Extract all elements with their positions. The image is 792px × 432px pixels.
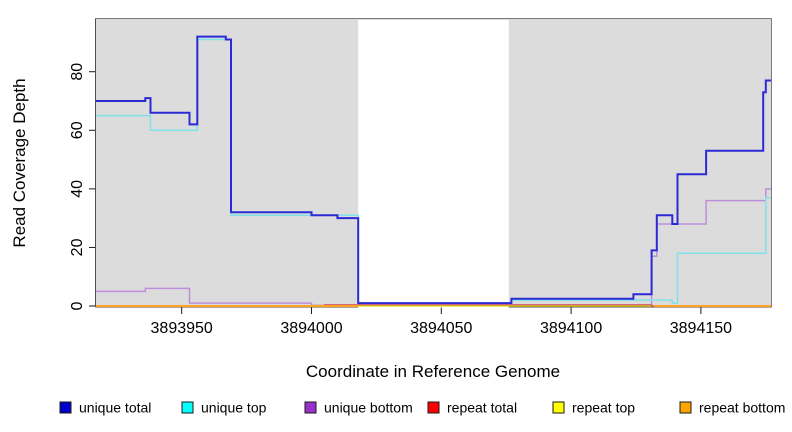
legend-swatch-repeat-total — [427, 401, 440, 414]
y-tick-label: 60 — [69, 121, 86, 139]
y-axis-title: Read Coverage Depth — [10, 78, 29, 247]
legend-item-unique-total: unique total — [59, 400, 151, 416]
y-tick-label: 40 — [69, 180, 86, 198]
legend-label: unique total — [79, 400, 151, 416]
axes: 3893950 3894000 3894050 3894100 3894150 0 20 40… — [69, 63, 732, 337]
legend-label: repeat total — [447, 400, 517, 416]
legend-item-unique-bottom: unique bottom — [304, 400, 413, 416]
legend: unique total unique top unique bottom repea… — [59, 400, 785, 416]
y-tick-label: 80 — [69, 63, 86, 81]
legend-label: repeat top — [572, 400, 635, 416]
x-tick-label: 3894050 — [410, 320, 472, 337]
legend-swatch-repeat-top — [552, 401, 565, 414]
legend-item-repeat-total: repeat total — [427, 400, 517, 416]
y-tick-label: 0 — [69, 301, 86, 310]
y-tick-label: 20 — [69, 238, 86, 256]
plot-panel — [95, 18, 772, 309]
series-lines — [96, 35, 771, 307]
legend-label: unique bottom — [324, 400, 413, 416]
x-tick-label: 3893950 — [151, 320, 213, 337]
legend-swatch-unique-bottom — [304, 401, 317, 414]
x-tick-label: 3894000 — [280, 320, 342, 337]
legend-label: unique top — [201, 400, 267, 416]
legend-item-repeat-bottom: repeat bottom — [679, 400, 785, 416]
x-tick-label: 3894150 — [670, 320, 732, 337]
legend-swatch-unique-top — [181, 401, 194, 414]
x-tick-label: 3894100 — [540, 320, 602, 337]
legend-swatch-unique-total — [59, 401, 72, 414]
x-axis-title: Coordinate in Reference Genome — [306, 362, 560, 381]
legend-item-repeat-top: repeat top — [552, 400, 635, 416]
legend-item-unique-top: unique top — [181, 400, 267, 416]
legend-swatch-repeat-bottom — [679, 401, 692, 414]
masked-gap-region — [358, 20, 509, 309]
legend-label: repeat bottom — [699, 400, 785, 416]
series-unique-total-line — [96, 35, 771, 305]
